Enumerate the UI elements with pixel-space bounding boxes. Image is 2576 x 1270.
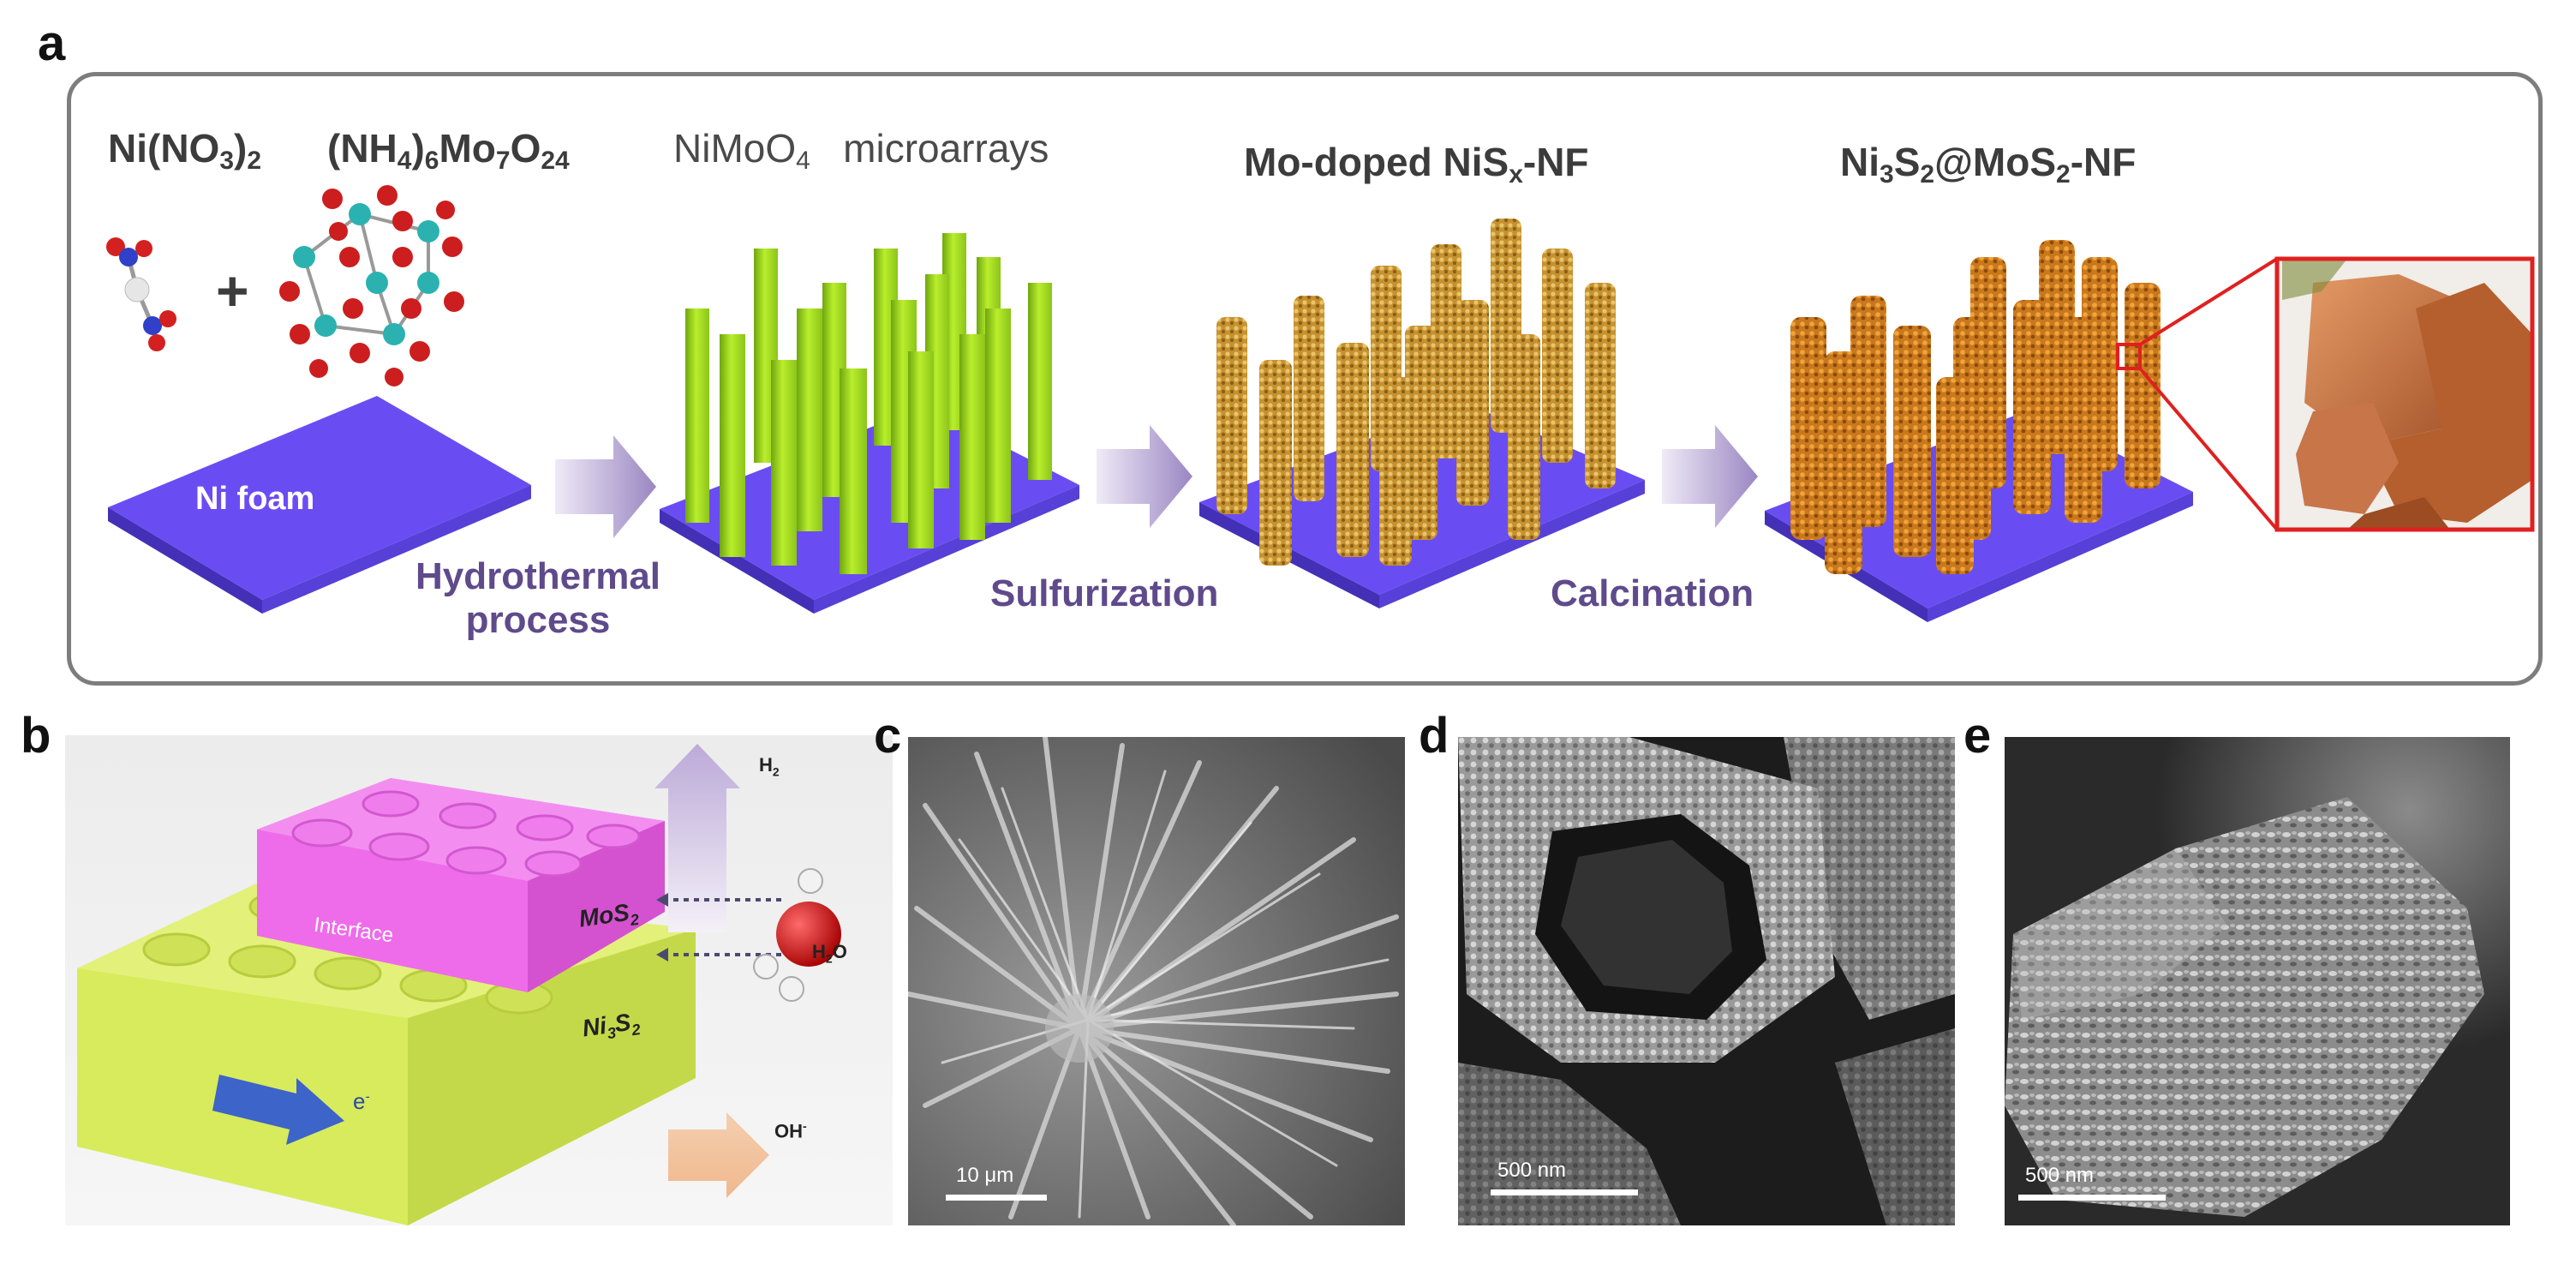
stage1-title: NiMoO4 microarrays — [673, 126, 1049, 175]
panel-b-lego-schematic — [65, 735, 893, 1225]
stage2-nisx-array — [1199, 219, 1645, 608]
electron-label: e- — [353, 1088, 370, 1114]
scale-bar-e — [2018, 1195, 2166, 1201]
oh-release-arrow — [668, 992, 769, 1198]
sem-image-c: 10 μm — [908, 737, 1405, 1225]
nanorod-bundle-texture — [908, 737, 1405, 1225]
stage3-ni3s2-mos2-array — [1765, 240, 2193, 622]
electron-arrow-icon — [212, 1075, 344, 1145]
mos2-lego-block — [257, 778, 665, 992]
panel-a-schematic: + Ni foam — [106, 185, 2535, 622]
stage3-title: Ni3S2@MoS2-NF — [1840, 140, 2137, 189]
arrow-hydrothermal — [555, 435, 656, 538]
sem-image-d: 500 nm — [1458, 737, 1955, 1225]
step-hydrothermal-label: Hydrothermal process — [415, 555, 661, 641]
scale-bar-c — [946, 1195, 1047, 1201]
scale-label-c: 10 μm — [956, 1164, 1014, 1187]
hollow-tube-texture — [1458, 737, 1955, 1225]
panel-label-e: e — [1963, 708, 1992, 764]
h2-label: H2 — [759, 754, 780, 779]
ni-foam-label: Ni foam — [195, 481, 314, 517]
h2o-label: H2O — [812, 941, 847, 966]
precursor-ammonium-molybdate-label: (NH4)6Mo7O24 — [327, 126, 570, 175]
panel-label-b: b — [21, 708, 51, 764]
scale-bar-d — [1491, 1189, 1638, 1195]
precursor-ni-nitrate-label: Ni(NO3)2 — [108, 126, 262, 175]
step-calcination-label: Calcination — [1551, 572, 1754, 614]
zoom-indicator — [2116, 257, 2279, 531]
arrow-calcination — [1662, 425, 1758, 528]
panel-label-d: d — [1419, 708, 1449, 764]
ni-foam-plate — [108, 396, 531, 614]
panel-label-a: a — [38, 15, 66, 71]
scale-label-d: 500 nm — [1497, 1159, 1567, 1182]
zoom-inset-crystal — [2274, 256, 2535, 532]
molybdate-cluster-molecule — [279, 185, 464, 386]
stage1-nimoo4-array — [660, 233, 1079, 614]
oh-label: OH- — [774, 1119, 807, 1142]
mos2-coated-rod-texture — [2005, 737, 2510, 1225]
stage2-title: Mo-doped NiSx-NF — [1244, 140, 1589, 189]
step-sulfurization-label: Sulfurization — [990, 572, 1219, 614]
water-molecule-icon — [753, 868, 841, 1002]
plus-sign: + — [216, 259, 249, 322]
nickel-nitrate-molecule — [106, 237, 176, 351]
arrow-sulfurization — [1097, 425, 1192, 528]
scale-label-e: 500 nm — [2025, 1164, 2095, 1187]
h2-release-arrow — [654, 744, 740, 932]
panel-label-c: c — [874, 708, 902, 764]
water-adsorption-arrows — [665, 898, 781, 956]
sem-image-e: 500 nm — [2005, 737, 2510, 1225]
